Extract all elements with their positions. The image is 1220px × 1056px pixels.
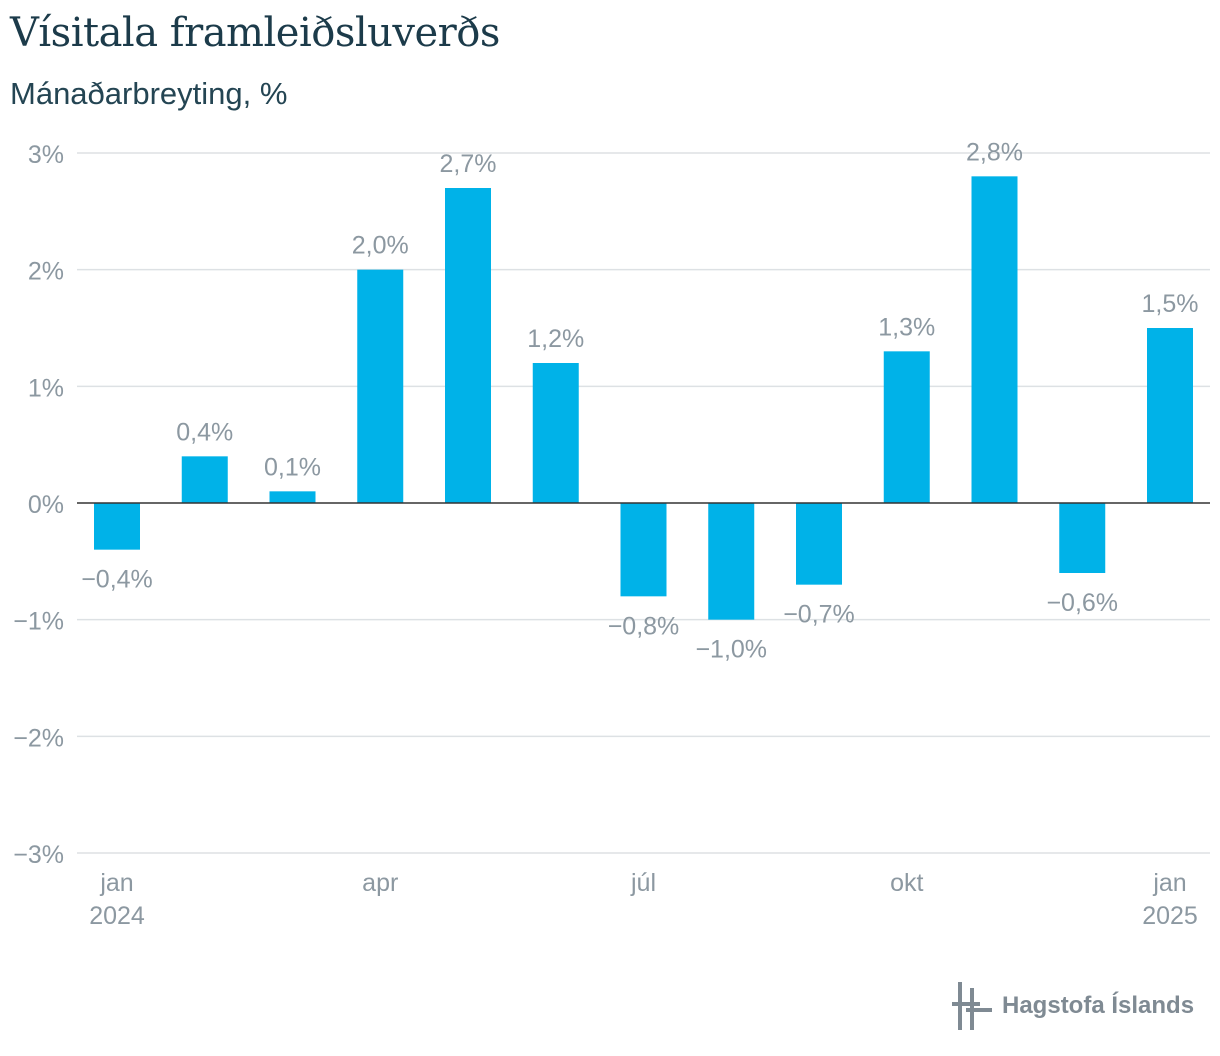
data-label: 2,8% (966, 138, 1023, 166)
data-label: 0,4% (176, 418, 233, 446)
bar[interactable] (269, 491, 316, 503)
bar[interactable] (796, 503, 842, 585)
bar[interactable] (620, 503, 667, 597)
data-label: 0,1% (264, 453, 321, 481)
y-axis-ticks: 3% 2% 1% 0% −1% −2% −3% (13, 141, 64, 869)
bar[interactable] (357, 269, 404, 503)
x-tick-year-label: 2024 (89, 902, 145, 930)
hagstofa-logo[interactable]: Hagstofa Íslands (952, 982, 1194, 1030)
bar[interactable] (94, 503, 140, 550)
bars (94, 176, 1193, 620)
bar[interactable] (532, 363, 579, 503)
data-label: 2,7% (440, 150, 497, 178)
logo-text: Hagstofa Íslands (1002, 992, 1195, 1019)
data-label: −0,6% (1046, 589, 1118, 617)
data-label: −1,0% (695, 636, 767, 664)
data-label: 1,5% (1142, 290, 1199, 318)
hagstofa-logo-icon (952, 982, 992, 1030)
y-tick-label: −3% (13, 841, 64, 869)
y-tick-label: 1% (28, 374, 64, 402)
bar[interactable] (445, 188, 491, 503)
chart-title: Vísitala framleiðsluverðs (10, 10, 500, 56)
bar[interactable] (883, 351, 930, 503)
y-tick-label: −1% (13, 608, 64, 636)
data-label: 1,2% (527, 325, 584, 353)
x-tick-year-label: 2025 (1142, 902, 1198, 930)
bar[interactable] (971, 176, 1018, 504)
x-tick-label: jan (99, 869, 133, 897)
bar[interactable] (1059, 503, 1106, 573)
y-tick-label: 0% (28, 491, 64, 519)
data-label: 2,0% (352, 232, 409, 260)
bar[interactable] (1147, 328, 1193, 503)
x-axis-ticks: jan 2024 apr júl okt jan 2025 (89, 869, 1198, 930)
data-label: −0,7% (783, 601, 855, 629)
y-tick-label: −2% (13, 724, 64, 752)
gridlines (77, 152, 1210, 854)
x-tick-label: júl (630, 869, 656, 897)
data-label: 1,3% (878, 313, 935, 341)
x-tick-label: okt (890, 869, 923, 897)
x-tick-label: apr (362, 869, 398, 897)
x-tick-label: jan (1152, 869, 1186, 897)
data-label: −0,4% (81, 566, 153, 594)
bar[interactable] (181, 456, 228, 503)
y-tick-label: 2% (28, 258, 64, 286)
chart-subtitle: Mánaðarbreyting, % (10, 76, 288, 111)
bar[interactable] (708, 503, 755, 620)
y-tick-label: 3% (28, 141, 64, 169)
data-labels: −0,4% 0,4% 0,1% 2,0% 2,7% 1,2% −0,8% −1,0% −0,7%… (81, 138, 1198, 663)
data-label: −0,8% (608, 612, 680, 640)
